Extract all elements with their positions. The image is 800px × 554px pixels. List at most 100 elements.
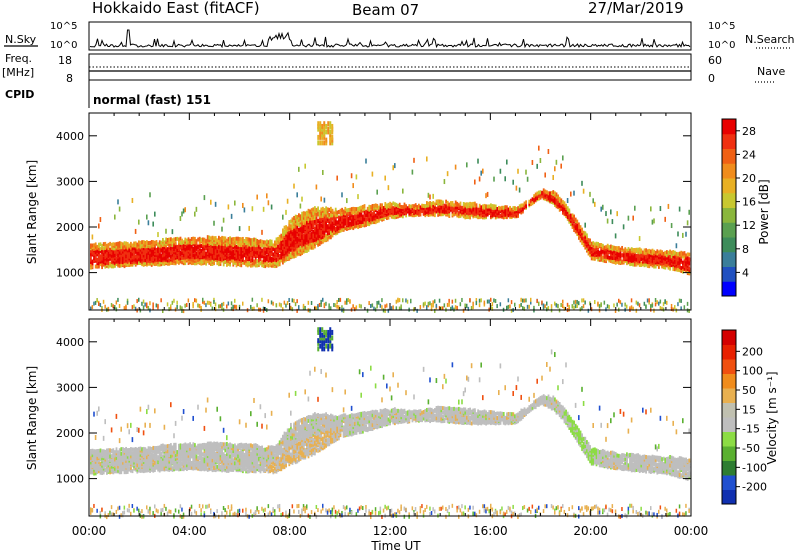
echo-cell <box>98 458 100 463</box>
echo-cell <box>520 302 522 307</box>
echo-cell <box>635 308 638 313</box>
echo-cell <box>533 305 535 310</box>
echo-cell <box>248 252 251 257</box>
echo-cell <box>595 244 598 249</box>
echo-cell <box>496 211 499 216</box>
echo-cell <box>114 460 116 465</box>
echo-cell <box>256 194 258 200</box>
echo-cell <box>125 247 127 252</box>
echo-cell <box>331 208 334 213</box>
echo-cell <box>310 237 313 242</box>
echo-cell <box>488 204 491 209</box>
echo-cell <box>234 200 236 206</box>
echo-cell <box>328 222 331 227</box>
echo-cell <box>160 466 163 471</box>
echo-cell <box>619 254 622 259</box>
echo-cell <box>362 216 364 221</box>
echo-cell <box>235 248 238 253</box>
echo-cell <box>291 224 294 229</box>
echo-cell <box>618 248 620 253</box>
echo-cell <box>528 304 530 309</box>
echo-cell <box>146 466 148 471</box>
echo-cell <box>454 209 457 214</box>
echo-cell <box>490 207 492 212</box>
echo-cell <box>379 209 382 214</box>
echo-cell <box>179 236 182 241</box>
echo-cell <box>640 257 643 262</box>
echo-cell <box>374 205 377 210</box>
echo-cell <box>170 306 172 311</box>
echo-cell <box>325 210 327 215</box>
echo-cell <box>170 402 172 408</box>
echo-cell <box>165 460 167 465</box>
echo-cell <box>651 219 654 225</box>
echo-cell <box>491 208 494 213</box>
echo-cell <box>298 166 300 172</box>
echo-cell <box>133 456 135 461</box>
echo-cell <box>102 242 105 247</box>
echo-cell <box>474 201 476 206</box>
echo-cell <box>338 305 340 310</box>
echo-cell <box>629 262 631 267</box>
echo-cell <box>251 240 254 245</box>
echo-cell <box>560 198 563 203</box>
echo-cell <box>643 257 646 262</box>
echo-cell <box>112 264 115 269</box>
echo-cell <box>608 250 611 255</box>
echo-cell <box>576 223 579 228</box>
echo-cell <box>395 214 398 219</box>
echo-cell <box>245 237 247 242</box>
echo-cell <box>261 297 263 302</box>
echo-cell <box>160 298 162 303</box>
echo-cell <box>104 304 106 309</box>
echo-cell <box>547 196 550 201</box>
echo-cell <box>334 215 337 220</box>
echo-cell <box>242 254 244 259</box>
echo-cell <box>152 445 155 450</box>
echo-cell <box>330 209 332 214</box>
echo-cell <box>248 225 250 231</box>
echo-cell <box>202 239 204 244</box>
echo-cell <box>357 214 359 219</box>
echo-cell <box>480 207 483 212</box>
echo-cell <box>176 244 179 249</box>
echo-cell <box>136 242 139 247</box>
echo-cell <box>330 206 332 211</box>
echo-cell <box>283 248 286 253</box>
echo-cell <box>578 224 580 229</box>
echo-cell <box>171 258 174 263</box>
echo-cell <box>210 302 212 307</box>
echo-cell <box>280 303 282 308</box>
echo-cell <box>139 511 142 516</box>
echo-cell <box>270 300 273 305</box>
echo-cell <box>163 245 166 250</box>
echo-cell <box>552 190 555 195</box>
echo-cell <box>354 219 356 224</box>
echo-cell <box>315 240 318 245</box>
echo-cell <box>454 200 457 205</box>
echo-cell <box>115 509 118 514</box>
echo-cell <box>182 248 185 253</box>
echo-cell <box>571 224 574 229</box>
echo-cell <box>317 126 320 132</box>
echo-cell <box>133 460 135 465</box>
echo-cell <box>157 232 159 238</box>
echo-cell <box>674 258 676 263</box>
echo-cell <box>331 129 334 135</box>
echo-cell <box>278 234 281 239</box>
echo-cell <box>125 241 127 246</box>
echo-cell <box>195 261 198 266</box>
echo-cell <box>219 304 222 309</box>
echo-cell <box>254 240 257 245</box>
echo-cell <box>211 247 214 252</box>
echo-cell <box>637 249 639 254</box>
echo-cell <box>122 247 124 252</box>
echo-cell <box>237 255 239 260</box>
echo-cell <box>168 243 171 248</box>
echo-cell <box>371 204 374 209</box>
echo-cell <box>531 197 534 202</box>
echo-cell <box>354 209 356 214</box>
echo-cell <box>653 258 655 263</box>
echo-cell <box>597 252 599 257</box>
echo-cell <box>302 227 305 232</box>
